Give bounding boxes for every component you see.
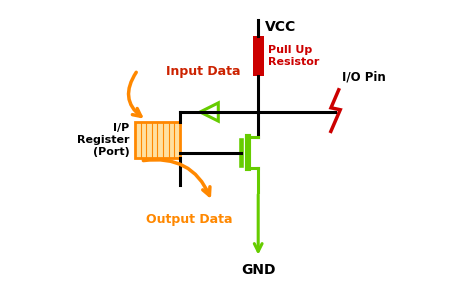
Text: I/P
Register
(Port): I/P Register (Port)	[77, 123, 129, 157]
Bar	[252, 37, 263, 76]
Bar	[135, 122, 179, 158]
Text: Pull Up
Resistor: Pull Up Resistor	[267, 45, 318, 67]
Text: Input Data: Input Data	[166, 65, 240, 78]
Text: VCC: VCC	[265, 20, 296, 34]
Text: Output Data: Output Data	[146, 213, 232, 226]
Text: I/O Pin: I/O Pin	[341, 71, 385, 84]
Text: GND: GND	[240, 263, 275, 277]
